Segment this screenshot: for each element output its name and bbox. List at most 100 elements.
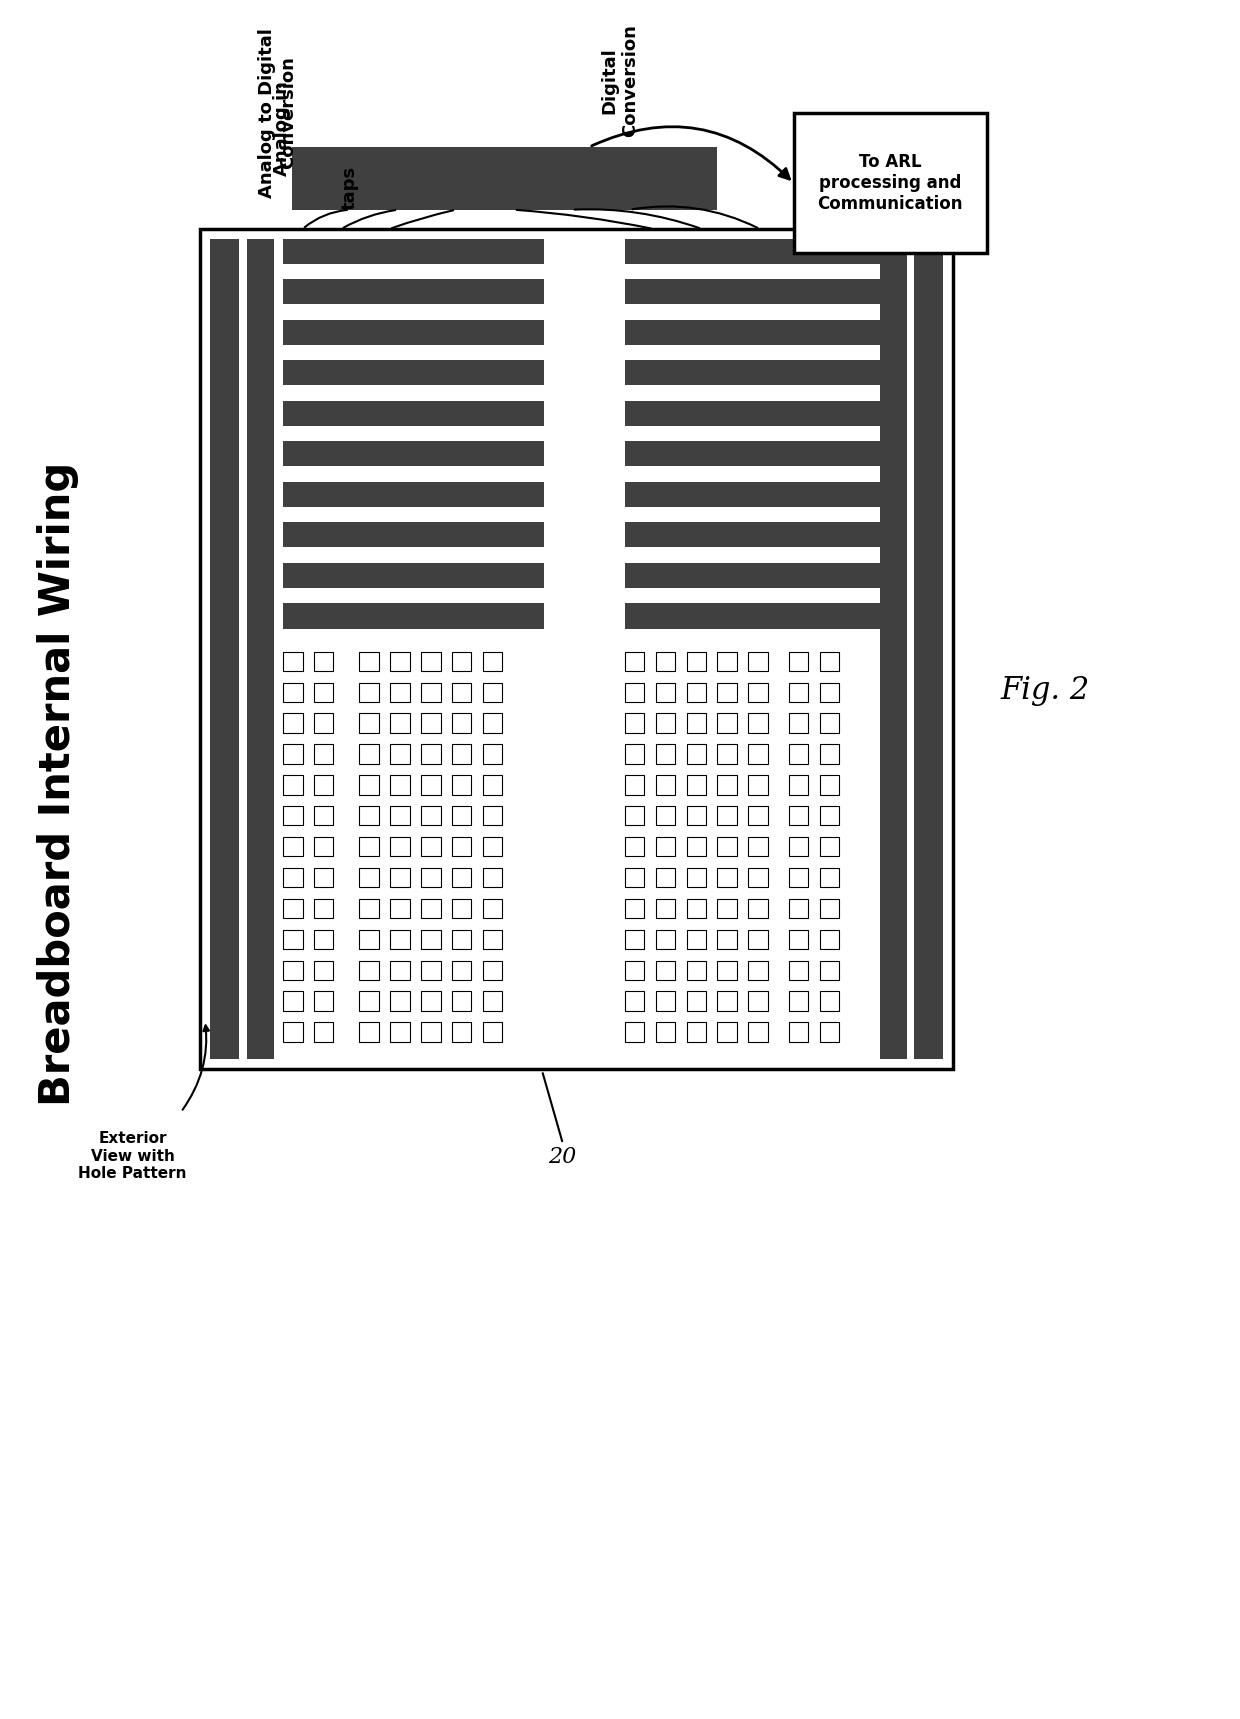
Bar [820,806,839,825]
Bar [422,837,440,856]
Bar [625,442,880,466]
Bar [283,713,303,732]
Bar [422,682,440,701]
Bar [687,961,706,980]
Bar [718,713,737,732]
Bar [482,868,502,887]
Bar [283,603,544,629]
Bar [391,806,409,825]
Bar [422,899,440,918]
Bar [314,992,334,1011]
Bar [625,239,880,263]
Bar [625,837,644,856]
Bar [749,899,768,918]
Bar [391,992,409,1011]
Bar [625,992,644,1011]
Bar [283,930,303,949]
Bar [687,652,706,670]
Text: To ARL
processing and
Communication: To ARL processing and Communication [817,153,963,213]
Bar [283,239,544,263]
Bar [283,652,303,670]
Bar [656,713,675,732]
Bar [625,652,644,670]
Bar [200,229,952,1069]
Bar [314,899,334,918]
Bar [687,899,706,918]
Bar [687,930,706,949]
Bar [422,806,440,825]
Bar [718,961,737,980]
Bar [625,713,644,732]
Bar [749,961,768,980]
Bar [422,744,440,763]
Bar [391,837,409,856]
Bar [391,961,409,980]
Bar [656,961,675,980]
Bar [391,744,409,763]
Bar [749,652,768,670]
Bar [656,992,675,1011]
Bar [625,523,880,547]
Bar [314,961,334,980]
Bar [625,775,644,794]
Bar [360,992,378,1011]
Bar [360,961,378,980]
Bar [749,806,768,825]
Bar [360,899,378,918]
Bar [749,744,768,763]
Bar [283,1023,303,1042]
Bar [360,1023,378,1042]
Bar [314,682,334,701]
Bar [283,401,544,426]
Bar [820,837,839,856]
Bar [210,239,239,1059]
Bar [247,239,274,1059]
Text: Fig. 2: Fig. 2 [999,676,1089,707]
Bar [283,481,544,507]
Text: Analog in: Analog in [273,81,291,175]
Bar [789,652,808,670]
Bar [718,744,737,763]
Bar [820,652,839,670]
Text: Exterior
View with
Hole Pattern: Exterior View with Hole Pattern [78,1131,187,1181]
Bar [314,744,334,763]
Bar [625,1023,644,1042]
Bar [749,713,768,732]
Bar [314,775,334,794]
Bar [749,682,768,701]
Bar [360,652,378,670]
Bar [283,744,303,763]
Bar [453,713,471,732]
Bar [656,930,675,949]
Bar [314,806,334,825]
Bar [291,148,717,210]
Bar [482,806,502,825]
Bar [482,682,502,701]
Bar [656,682,675,701]
Bar [749,837,768,856]
Bar [422,652,440,670]
Bar [820,992,839,1011]
Bar [283,442,544,466]
Bar [789,775,808,794]
Bar [391,868,409,887]
Bar [360,744,378,763]
Bar [789,868,808,887]
Bar [625,868,644,887]
Bar [453,868,471,887]
Bar [718,837,737,856]
Bar [879,239,906,1059]
Bar [820,744,839,763]
Bar [625,899,644,918]
Bar [453,899,471,918]
Bar [453,652,471,670]
Bar [749,868,768,887]
Bar [718,1023,737,1042]
Bar [820,930,839,949]
Bar [656,837,675,856]
Bar [687,713,706,732]
Bar [687,806,706,825]
Bar [283,682,303,701]
Bar [625,481,880,507]
Bar [789,744,808,763]
